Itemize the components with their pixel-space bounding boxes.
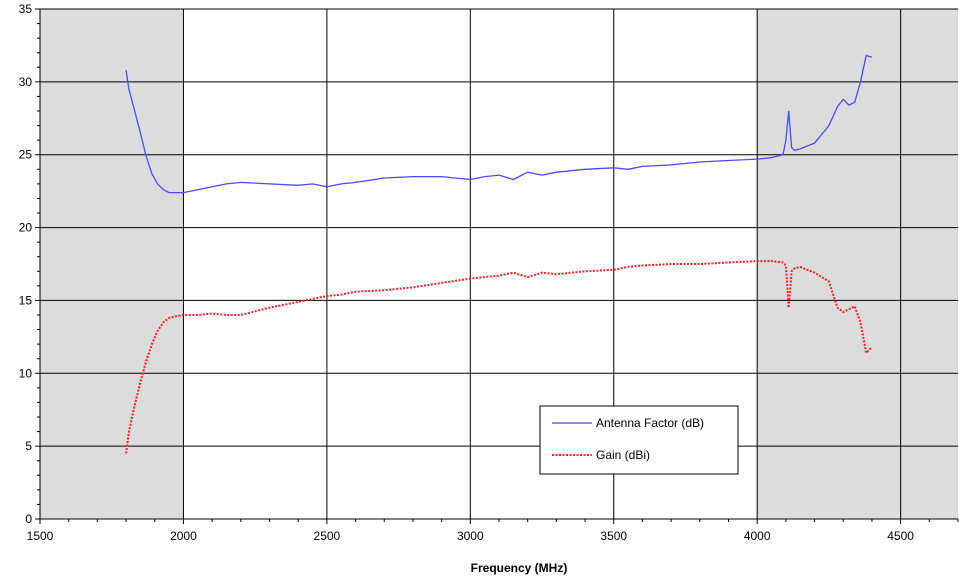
x-tick-label-1500: 1500 [27, 529, 54, 543]
y-tick-label-25: 25 [19, 148, 33, 162]
y-tick-label-0: 0 [25, 512, 32, 526]
legend-box [539, 405, 739, 475]
shaded-regions [40, 9, 958, 519]
x-tick-label-4500: 4500 [887, 529, 914, 543]
series-line-2 [125, 260, 873, 454]
x-tick-label-2500: 2500 [314, 529, 341, 543]
x-tick-labels: 1500 2000 2500 3000 3500 4000 4500 [27, 529, 915, 543]
legend-label-1: Antenna Factor (dB) [596, 416, 704, 430]
x-axis-title: Frequency (MHz) [471, 561, 568, 575]
legend: Antenna Factor (dB) Gain (dBi) [539, 405, 739, 475]
axes [35, 8, 959, 524]
y-tick-label-5: 5 [25, 439, 32, 453]
y-tick-labels: 0 5 10 15 20 25 30 35 [19, 2, 33, 526]
y-tick-label-15: 15 [19, 293, 33, 307]
y-tick-label-10: 10 [19, 366, 33, 380]
y-tick-label-30: 30 [19, 75, 33, 89]
legend-label-2: Gain (dBi) [596, 448, 650, 462]
x-tick-label-4000: 4000 [744, 529, 771, 543]
grid-lines [40, 8, 958, 519]
x-tick-label-3000: 3000 [457, 529, 484, 543]
x-tick-label-2000: 2000 [170, 529, 197, 543]
shaded-region-1 [40, 9, 184, 519]
x-tick-label-3500: 3500 [600, 529, 627, 543]
shaded-region-2 [757, 9, 958, 519]
series-lines [125, 54, 873, 454]
y-tick-label-20: 20 [19, 221, 33, 235]
y-tick-label-35: 35 [19, 2, 33, 16]
series-line-1 [125, 54, 873, 194]
